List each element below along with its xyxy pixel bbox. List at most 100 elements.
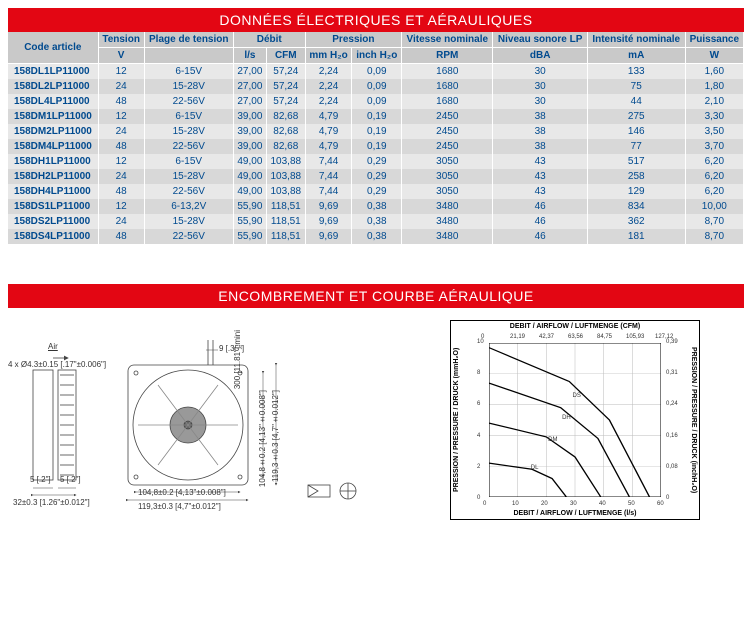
cell-in: 0,09: [352, 94, 402, 109]
cell-ma: 181: [587, 229, 685, 244]
cell-ma: 834: [587, 199, 685, 214]
series-label: DH: [562, 415, 571, 421]
cell-v: 48: [98, 94, 144, 109]
label-5a: 5 [.2"]: [30, 475, 51, 484]
xtick-top: 63,56: [568, 334, 583, 340]
cell-in: 0,29: [352, 184, 402, 199]
cell-v: 24: [98, 214, 144, 229]
cell-dba: 43: [493, 184, 587, 199]
unit-plage: [144, 48, 233, 64]
unit-in: inch H₂o: [352, 48, 402, 64]
xtick-bottom: 60: [657, 501, 664, 507]
cell-code: 158DH2LP11000: [8, 169, 98, 184]
chart-ylabel-right: PRESSION / PRESSURE / DRUCK (inchH₂O): [690, 341, 697, 499]
cell-mm: 9,69: [305, 199, 352, 214]
cell-plage: 6-13,2V: [144, 199, 233, 214]
banner-electrical: DONNÉES ÉLECTRIQUES ET AÉRAULIQUES: [8, 8, 744, 32]
cell-ls: 49,00: [233, 154, 266, 169]
xtick-bottom: 40: [599, 501, 606, 507]
cell-w: 2,10: [685, 94, 743, 109]
cell-code: 158DM2LP11000: [8, 124, 98, 139]
cell-rpm: 1680: [402, 94, 493, 109]
cell-dba: 38: [493, 124, 587, 139]
table-row: 158DM2LP110002415-28V39,0082,684,790,192…: [8, 124, 744, 139]
performance-chart: DEBIT / AIRFLOW / LUFTMENGE (CFM) DEBIT …: [450, 320, 700, 520]
th-intensite: Intensité nominale: [587, 32, 685, 48]
label-5b: 5 [.2"]: [60, 475, 81, 484]
series-label: DM: [548, 437, 557, 443]
cell-ma: 44: [587, 94, 685, 109]
table-row: 158DS2LP110002415-28V55,90118,519,690,38…: [8, 214, 744, 229]
cell-ls: 39,00: [233, 124, 266, 139]
xtick-bottom: 50: [628, 501, 635, 507]
cell-in: 0,38: [352, 229, 402, 244]
chart-title-bottom: DEBIT / AIRFLOW / LUFTMENGE (l/s): [491, 510, 659, 517]
unit-ls: l/s: [233, 48, 266, 64]
xtick-top: 21,19: [510, 334, 525, 340]
cell-cfm: 118,51: [266, 199, 305, 214]
label-119: 119,3±0.3 [4,7"±0.012"]: [138, 502, 221, 511]
chart-plot: [489, 343, 661, 497]
xtick-top: 84,75: [597, 334, 612, 340]
cell-rpm: 1680: [402, 64, 493, 80]
cell-v: 24: [98, 79, 144, 94]
cell-ma: 275: [587, 109, 685, 124]
cell-cfm: 103,88: [266, 154, 305, 169]
cell-in: 0,29: [352, 154, 402, 169]
label-119v: 119,3±0.3 [4,7"±0.012"]: [271, 390, 280, 482]
cell-plage: 15-28V: [144, 214, 233, 229]
cell-plage: 6-15V: [144, 154, 233, 169]
banner-dimensions: ENCOMBREMENT ET COURBE AÉRAULIQUE: [8, 284, 744, 308]
cell-ls: 55,90: [233, 229, 266, 244]
cell-ls: 39,00: [233, 139, 266, 154]
cell-ma: 146: [587, 124, 685, 139]
unit-ma: mA: [587, 48, 685, 64]
label-104v: 104,8±0.2 [4,13"±0.008"]: [258, 390, 267, 487]
xtick-bottom: 30: [570, 501, 577, 507]
cell-mm: 2,24: [305, 64, 352, 80]
table-row: 158DS1LP11000126-13,2V55,90118,519,690,3…: [8, 199, 744, 214]
ytick-right: 0,16: [666, 433, 678, 439]
xtick-bottom: 0: [483, 501, 486, 507]
cell-cfm: 57,24: [266, 94, 305, 109]
cell-rpm: 2450: [402, 124, 493, 139]
cell-rpm: 3050: [402, 184, 493, 199]
series-label: DL: [531, 465, 539, 471]
cell-plage: 6-15V: [144, 109, 233, 124]
cell-cfm: 103,88: [266, 169, 305, 184]
cell-plage: 22-56V: [144, 139, 233, 154]
th-plage: Plage de tension: [144, 32, 233, 48]
cell-code: 158DS1LP11000: [8, 199, 98, 214]
ytick-left: 6: [477, 401, 480, 407]
table-row: 158DL2LP110002415-28V27,0057,242,240,091…: [8, 79, 744, 94]
cell-w: 3,30: [685, 109, 743, 124]
cell-w: 6,20: [685, 184, 743, 199]
unit-cfm: CFM: [266, 48, 305, 64]
ytick-left: 8: [477, 370, 480, 376]
table-row: 158DM4LP110004822-56V39,0082,684,790,192…: [8, 139, 744, 154]
th-pression: Pression: [305, 32, 401, 48]
table-row: 158DM1LP11000126-15V39,0082,684,790,1924…: [8, 109, 744, 124]
th-tension: Tension: [98, 32, 144, 48]
cell-rpm: 2450: [402, 109, 493, 124]
cell-code: 158DH1LP11000: [8, 154, 98, 169]
cell-plage: 15-28V: [144, 79, 233, 94]
cell-plage: 22-56V: [144, 229, 233, 244]
cell-w: 8,70: [685, 229, 743, 244]
cell-w: 3,50: [685, 124, 743, 139]
cell-cfm: 57,24: [266, 64, 305, 80]
label-32: 32±0.3 [1.26"±0.012"]: [13, 498, 90, 507]
label-104: 104,8±0.2 [4,13"±0.008"]: [138, 488, 226, 497]
cell-ma: 75: [587, 79, 685, 94]
cell-ls: 27,00: [233, 64, 266, 80]
cell-ma: 129: [587, 184, 685, 199]
cell-cfm: 82,68: [266, 139, 305, 154]
cell-dba: 46: [493, 199, 587, 214]
cell-w: 1,60: [685, 64, 743, 80]
chart-title-top: DEBIT / AIRFLOW / LUFTMENGE (CFM): [491, 323, 659, 330]
th-niveau: Niveau sonore LP: [493, 32, 587, 48]
cell-code: 158DS4LP11000: [8, 229, 98, 244]
chart-ylabel-left: PRESSION / PRESSURE / DRUCK (mmH₂O): [453, 341, 460, 499]
cell-dba: 30: [493, 64, 587, 80]
cell-w: 8,70: [685, 214, 743, 229]
